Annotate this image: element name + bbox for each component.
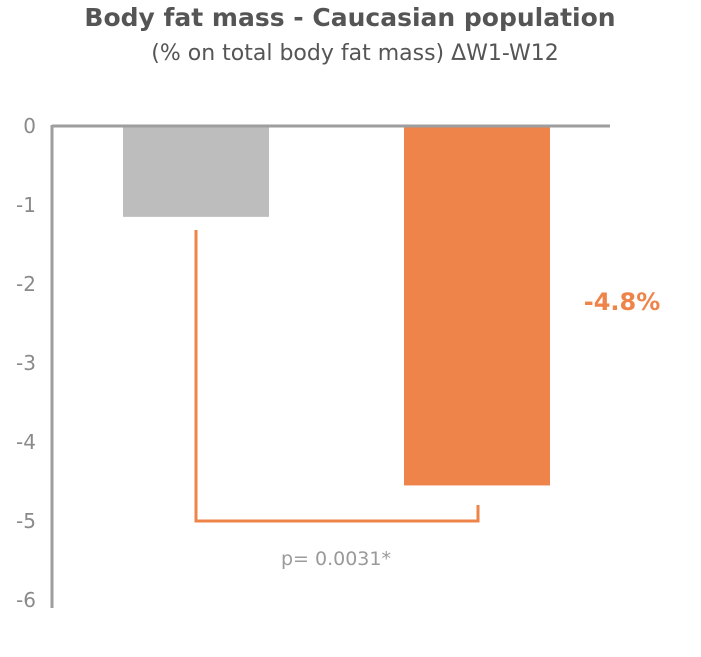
chart-subtitle: (% on total body fat mass) ΔW1-W12 bbox=[151, 41, 558, 66]
chart-title: Body fat mass - Caucasian population bbox=[84, 3, 615, 32]
y-tick-label: -3 bbox=[16, 351, 36, 375]
y-tick-label: -6 bbox=[16, 588, 36, 612]
significance-bracket bbox=[194, 230, 480, 523]
y-tick-label: -1 bbox=[16, 193, 36, 217]
y-tick-label: -2 bbox=[16, 272, 36, 296]
bar-placebo bbox=[123, 126, 269, 217]
y-tick-label: 0 bbox=[23, 114, 36, 138]
p-value-label: p= 0.0031* bbox=[281, 548, 391, 570]
treatment-change-label: -4.8% bbox=[584, 288, 661, 316]
y-tick-label: -5 bbox=[16, 509, 36, 533]
bar-treatment bbox=[404, 126, 550, 486]
y-tick-label: -4 bbox=[16, 430, 36, 454]
